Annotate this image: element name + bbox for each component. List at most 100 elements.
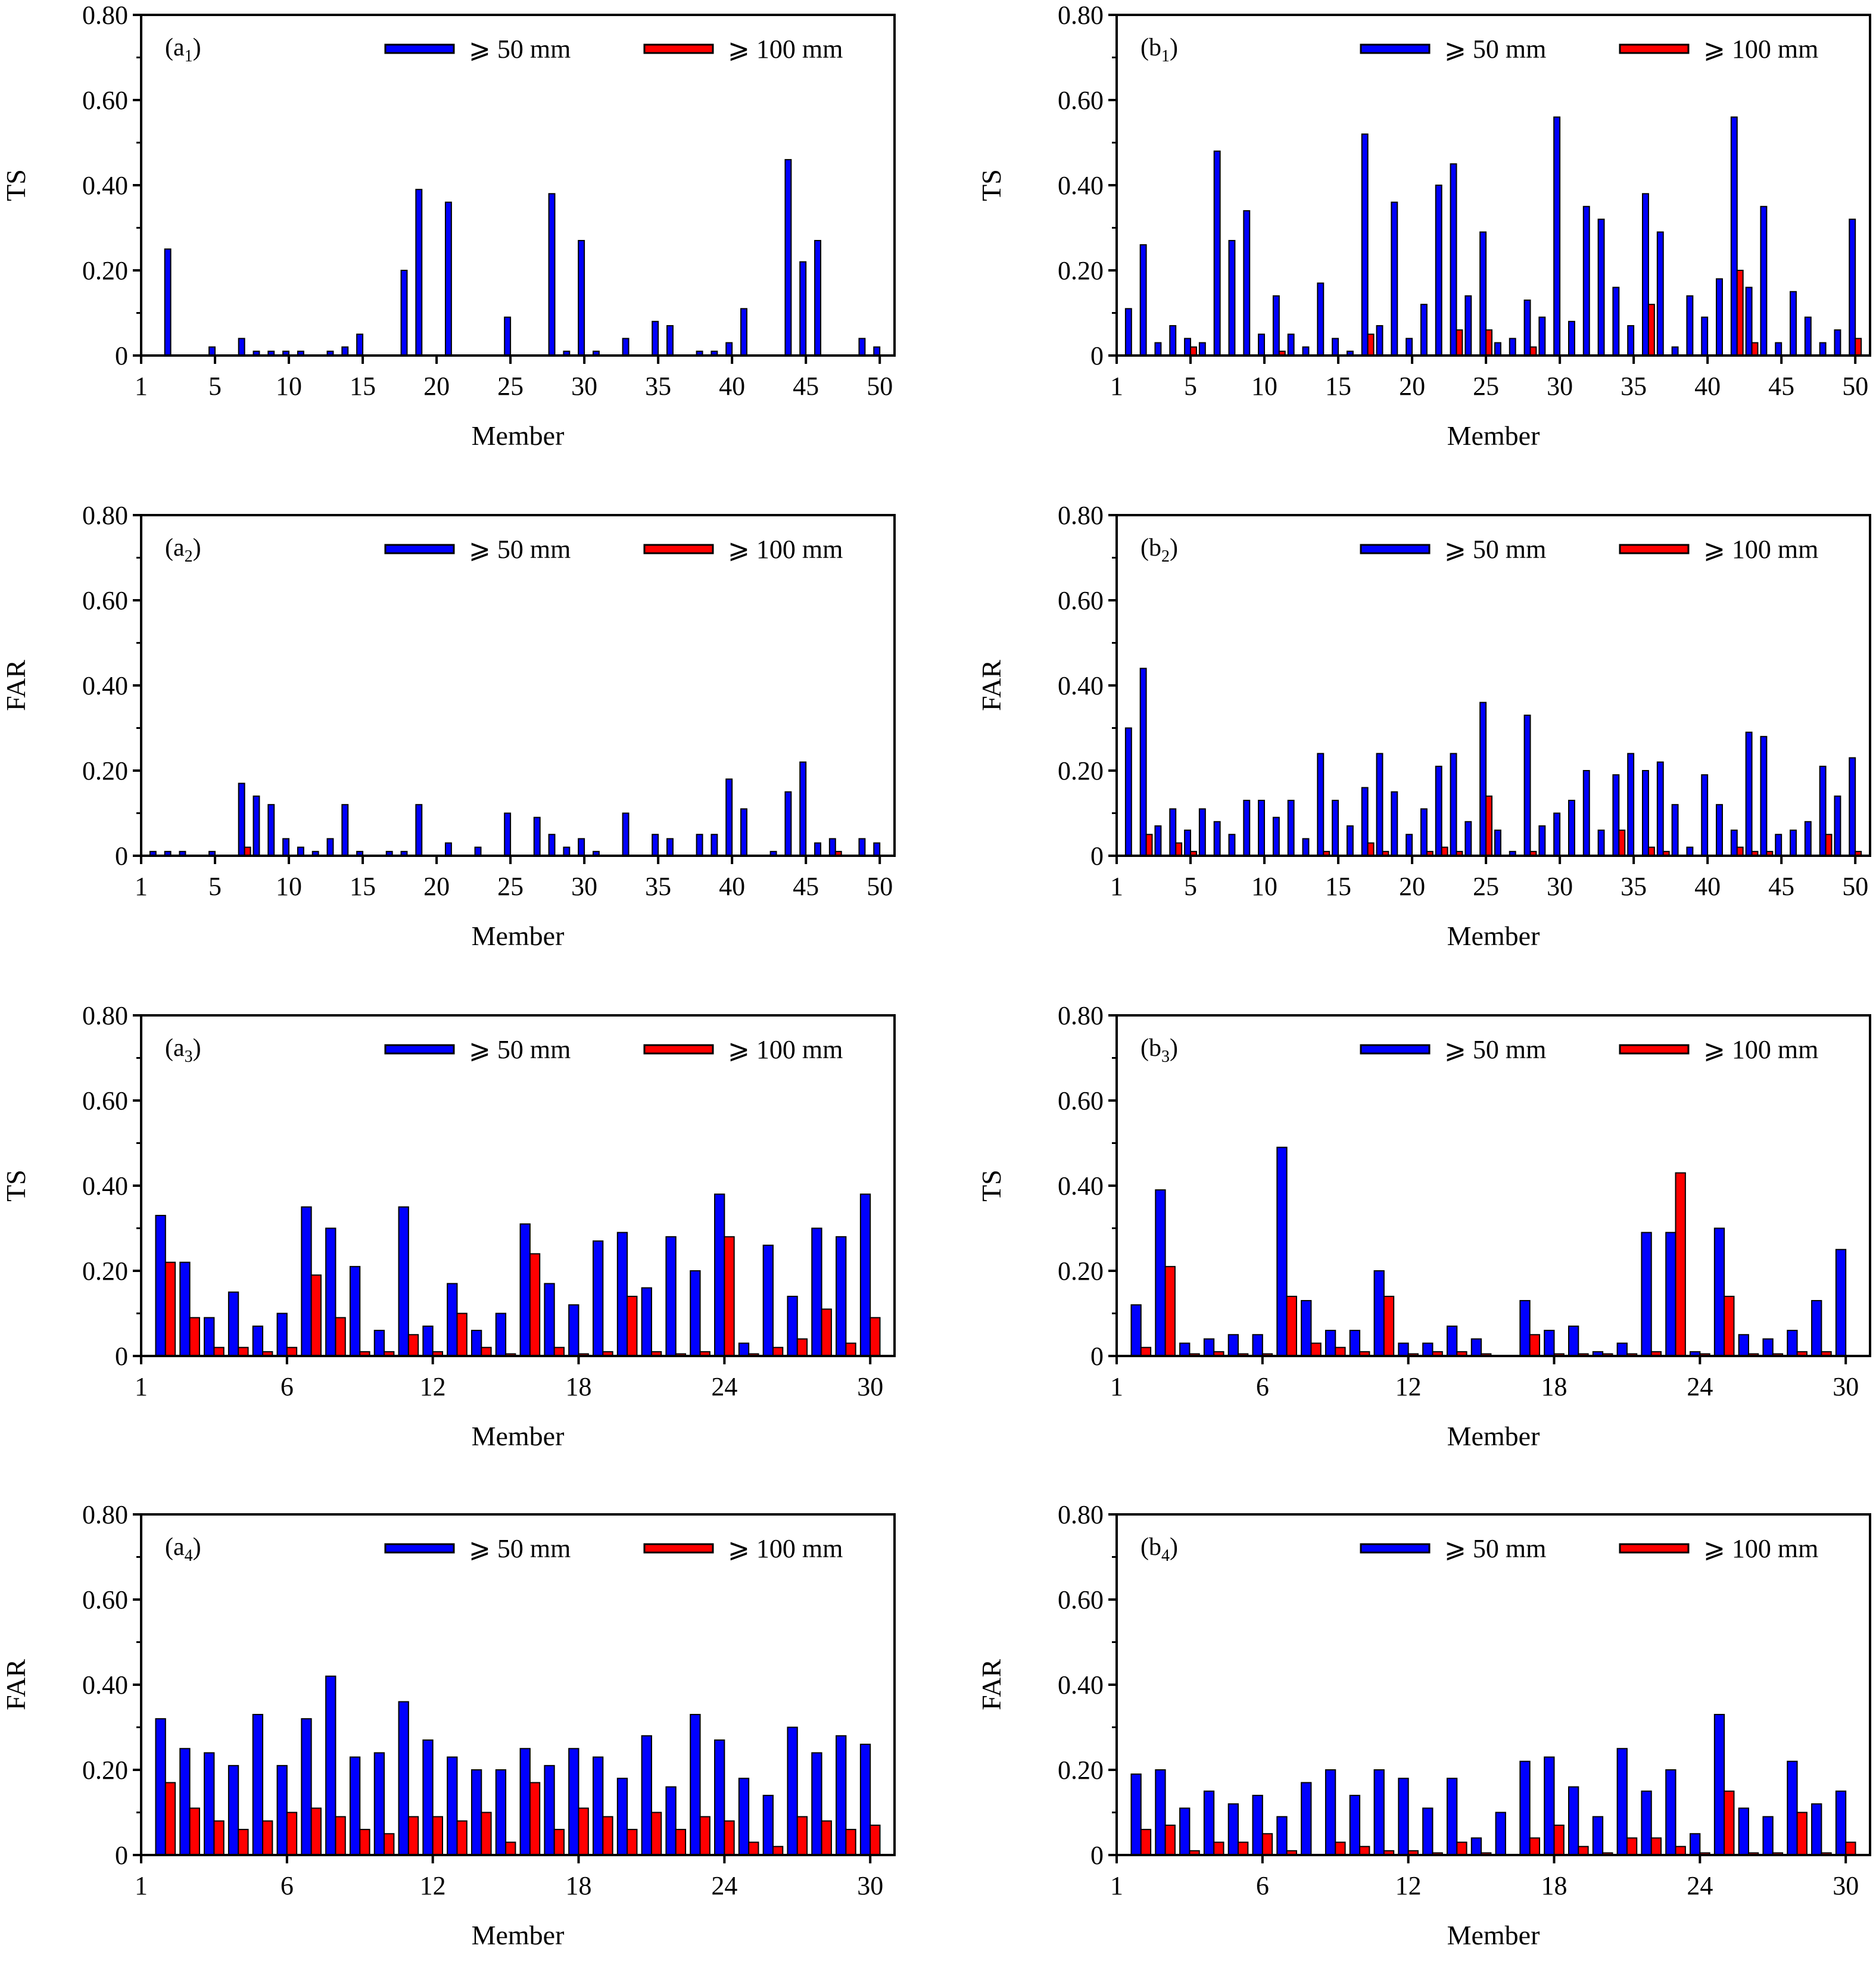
bar-50mm [1435, 765, 1442, 856]
x-tick-label: 18 [566, 1871, 592, 1900]
bar-50mm [593, 1240, 604, 1357]
x-tick-label: 18 [1541, 1871, 1568, 1900]
bar-50mm [1169, 325, 1177, 357]
panel-label: (a3) [165, 1034, 201, 1066]
bar-50mm [1130, 1304, 1142, 1357]
bar-50mm [787, 1295, 798, 1357]
bar-50mm [714, 1739, 725, 1856]
y-tick-label: 0 [1090, 841, 1104, 871]
bar-50mm [1523, 300, 1531, 356]
bar-50mm [1317, 753, 1325, 857]
panel-subscript: 4 [1161, 1547, 1170, 1565]
legend-label-50mm: ⩾ 50 mm [1444, 1035, 1546, 1064]
bar-50mm [690, 1714, 701, 1856]
bar-50mm [1811, 1803, 1822, 1856]
bar-50mm [1252, 1334, 1263, 1357]
bar-50mm [1665, 1769, 1676, 1856]
x-tick-label: 6 [281, 1871, 294, 1900]
panel-label-close: ) [1170, 534, 1178, 562]
bar-100mm [244, 846, 251, 856]
bar-100mm [627, 1829, 638, 1856]
bar-50mm [252, 1714, 264, 1856]
bar-50mm [568, 1748, 579, 1856]
bar-50mm [1597, 219, 1605, 357]
bar-100mm [724, 1236, 735, 1357]
bar-50mm [1790, 830, 1797, 856]
bar-100mm [1724, 1790, 1735, 1856]
x-tick-label: 10 [276, 872, 302, 901]
bar-50mm [725, 778, 733, 857]
bar-50mm [1641, 1232, 1652, 1357]
bar-50mm [1544, 1330, 1555, 1357]
bar-50mm [1361, 787, 1369, 856]
bar-50mm [1198, 808, 1206, 856]
plot-frame [140, 1014, 896, 1357]
panel-label: (b1) [1140, 34, 1178, 66]
bar-100mm [1724, 1295, 1735, 1357]
legend-label-100mm: ⩾ 100 mm [1703, 35, 1818, 64]
bar-50mm [1730, 116, 1738, 356]
bar-100mm [845, 1342, 856, 1357]
bar-100mm [1145, 834, 1153, 856]
bar-50mm [1592, 1816, 1604, 1856]
bar-50mm [1790, 291, 1797, 356]
panel-b4: 0 0.20 0.40 0.60 0.80 1 6 12 18 24 30 Member FAR (b4)… [976, 1500, 1871, 1950]
y-tick-label: 0.80 [1058, 1500, 1104, 1529]
bar-50mm [1582, 205, 1590, 356]
y-axis-label: TS [1, 169, 31, 201]
bar-50mm [1775, 834, 1782, 856]
bar-100mm [359, 1829, 370, 1856]
bar-50mm [784, 159, 792, 356]
bar-50mm [1612, 286, 1620, 357]
bar-50mm [276, 1765, 288, 1856]
legend-swatch-100mm [643, 544, 714, 554]
x-tick-label: 35 [1621, 372, 1647, 401]
y-axis-label: TS [976, 1170, 1006, 1202]
bar-50mm [563, 846, 571, 856]
bar-50mm [1373, 1270, 1385, 1357]
y-tick-label: 0.20 [1058, 256, 1104, 285]
bar-50mm [873, 842, 881, 857]
bar-50mm [1745, 731, 1753, 857]
x-tick-label: 45 [1768, 872, 1794, 901]
x-tick-label: 15 [350, 372, 376, 401]
bar-50mm [1169, 808, 1177, 856]
bar-100mm [1529, 1334, 1541, 1357]
bar-50mm [1124, 727, 1132, 856]
bar-100mm [505, 1841, 516, 1856]
bar-100mm [481, 1812, 492, 1856]
bar-50mm [164, 248, 172, 356]
y-tick-label: 0.60 [82, 586, 128, 615]
bar-50mm [1213, 150, 1221, 357]
x-tick-label: 50 [1842, 372, 1868, 401]
bar-50mm [858, 338, 866, 357]
bar-100mm [1335, 1841, 1346, 1856]
bar-100mm [1367, 842, 1375, 857]
bar-50mm [1346, 825, 1354, 856]
bar-100mm [1485, 329, 1493, 356]
x-tick-label: 40 [719, 872, 745, 901]
bar-50mm [836, 1735, 847, 1856]
bar-50mm [873, 346, 881, 357]
y-axis-label: FAR [1, 660, 31, 711]
bar-100mm [189, 1317, 200, 1357]
x-tick-label: 25 [1473, 372, 1499, 401]
bar-50mm [710, 834, 718, 856]
bar-50mm [1760, 735, 1768, 857]
bar-100mm [1456, 329, 1463, 356]
bar-50mm [725, 342, 733, 356]
bar-50mm [578, 838, 585, 857]
x-tick-label: 1 [1110, 872, 1123, 901]
panel-label-close: ) [193, 34, 201, 61]
bar-50mm [1627, 325, 1635, 357]
y-tick-label: 0 [1090, 341, 1104, 370]
x-tick-label: 12 [1395, 1372, 1422, 1401]
bar-50mm [828, 838, 836, 857]
panel-letter: a [173, 34, 185, 61]
bar-50mm [1450, 163, 1457, 356]
legend-label-100mm: ⩾ 100 mm [728, 1534, 843, 1563]
bar-50mm [1686, 295, 1694, 356]
bar-50mm [1509, 338, 1516, 357]
bar-50mm [1804, 821, 1812, 857]
panel-subscript: 2 [1161, 547, 1170, 566]
